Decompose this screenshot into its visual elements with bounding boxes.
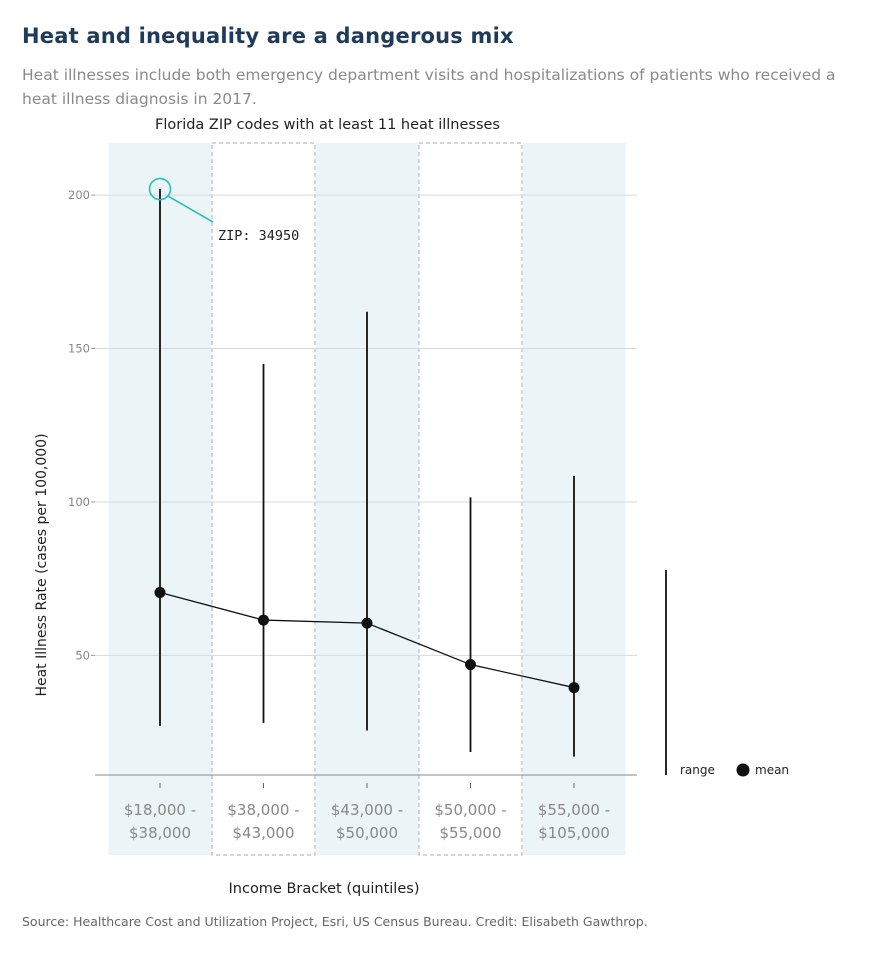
band-outline-1 xyxy=(211,142,316,856)
legend-mean-swatch xyxy=(736,763,750,777)
legend-mean-label: mean xyxy=(755,763,789,777)
mean-point-0 xyxy=(154,586,166,598)
ytick-label-100: 100 xyxy=(68,495,90,509)
mean-point-3 xyxy=(465,659,476,671)
xtick-label-3-0: $50,000 - xyxy=(434,801,506,819)
xtick-label-1-0: $38,000 - xyxy=(227,801,299,819)
xtick-label-2-1: $50,000 xyxy=(336,824,398,842)
page-subtitle: Heat illnesses include both emergency de… xyxy=(22,66,836,108)
highlight-circle xyxy=(148,177,172,201)
ytick-label-200: 200 xyxy=(68,188,90,202)
xtick-label-1-1: $43,000 xyxy=(232,824,294,842)
chart-title: Florida ZIP codes with at least 11 heat … xyxy=(155,117,500,133)
xtick-label-4-0: $55,000 - xyxy=(538,801,610,819)
legend-range-label: range xyxy=(680,763,715,777)
xtick-label-2-0: $43,000 - xyxy=(331,801,403,819)
mean-point-2 xyxy=(361,617,373,629)
annotation-label: ZIP: 34950 xyxy=(218,228,299,244)
mean-point-4 xyxy=(568,682,580,694)
y-axis-title: Heat Illness Rate (cases per 100,000) xyxy=(34,433,50,696)
page-title: Heat and inequality are a dangerous mix xyxy=(22,24,514,48)
x-axis-title: Income Bracket (quintiles) xyxy=(229,881,420,897)
mean-point-1 xyxy=(258,614,269,626)
ytick-label-50: 50 xyxy=(75,648,90,662)
xtick-label-0-0: $18,000 - xyxy=(124,801,196,819)
band-outline-3 xyxy=(418,142,523,856)
source-credit: Source: Healthcare Cost and Utilization … xyxy=(22,914,648,929)
xtick-label-3-1: $55,000 xyxy=(439,824,501,842)
highlight-leader xyxy=(167,195,214,223)
xtick-label-0-1: $38,000 xyxy=(129,824,191,842)
xtick-label-4-1: $105,000 xyxy=(538,824,610,842)
ytick-label-150: 150 xyxy=(68,342,90,356)
